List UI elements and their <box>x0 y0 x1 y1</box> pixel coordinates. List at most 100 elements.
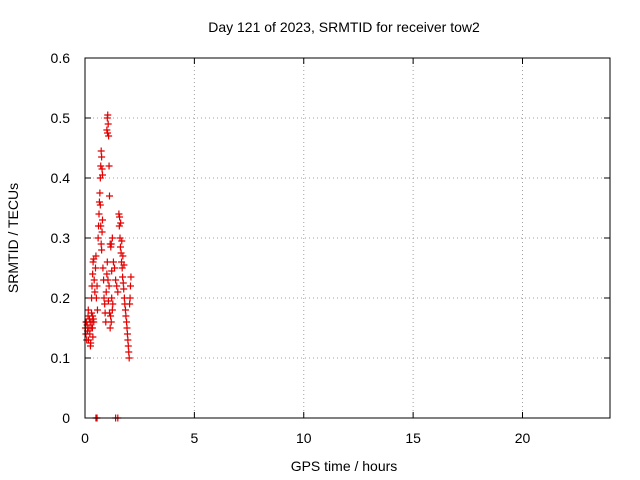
data-point <box>96 201 104 209</box>
data-point <box>112 276 120 284</box>
grid <box>85 58 610 418</box>
data-point <box>108 294 116 302</box>
data-point <box>116 243 124 251</box>
x-tick-label: 15 <box>405 430 421 446</box>
data-point <box>97 222 105 230</box>
data-point <box>107 318 115 326</box>
data-point <box>98 165 106 173</box>
data-point <box>108 234 116 242</box>
data-point <box>109 258 117 266</box>
data-point <box>103 270 111 278</box>
data-point <box>121 306 129 314</box>
y-tick-label: 0.3 <box>51 230 71 246</box>
data-point <box>123 318 131 326</box>
data-point <box>105 282 113 290</box>
data-point <box>113 282 121 290</box>
data-point <box>114 288 122 296</box>
data-point <box>86 342 94 350</box>
x-tick-label: 20 <box>515 430 531 446</box>
data-point <box>119 273 127 281</box>
data-point <box>98 153 106 161</box>
data-point <box>125 354 133 362</box>
data-point <box>111 264 119 272</box>
data-point <box>103 126 111 134</box>
y-tick-label: 0.6 <box>51 50 71 66</box>
y-tick-label: 0 <box>62 410 70 426</box>
data-point <box>97 240 105 248</box>
data-point <box>102 288 110 296</box>
data-point <box>88 309 96 317</box>
data-point <box>104 111 112 119</box>
data-point <box>93 306 101 314</box>
data-point <box>105 132 113 140</box>
y-axis-label: SRMTID / TECUs <box>5 183 21 293</box>
data-point <box>104 120 112 128</box>
y-tick-label: 0.2 <box>51 290 71 306</box>
data-point <box>118 237 126 245</box>
data-point <box>104 297 112 305</box>
data-point <box>123 324 131 332</box>
data-point <box>95 210 103 218</box>
data-point <box>99 264 107 272</box>
data-point <box>123 330 131 338</box>
y-tick-label: 0.1 <box>51 350 71 366</box>
x-tick-label: 10 <box>296 430 312 446</box>
data-point <box>89 258 97 266</box>
data-point <box>89 333 97 341</box>
data-point <box>104 129 112 137</box>
data-point <box>125 348 133 356</box>
data-point <box>96 189 104 197</box>
chart-title: Day 121 of 2023, SRMTID for receiver tow… <box>208 19 480 35</box>
data-point <box>106 192 113 200</box>
y-tick-label: 0.4 <box>51 170 71 186</box>
data-point <box>90 276 98 284</box>
data-point <box>104 276 112 284</box>
data-point <box>105 162 113 170</box>
plot-frame <box>84 57 611 419</box>
data-point <box>126 300 134 308</box>
data-point <box>88 324 96 332</box>
data-point <box>108 306 116 314</box>
data-point <box>99 171 106 179</box>
data-point <box>106 324 114 332</box>
data-point <box>94 234 102 242</box>
data-point <box>89 312 97 320</box>
data-point <box>119 279 127 287</box>
data-point <box>120 261 128 269</box>
data-point <box>127 273 135 281</box>
data-point <box>97 147 105 155</box>
y-tick-label: 0.5 <box>51 110 71 126</box>
x-axis-label: GPS time / hours <box>291 458 398 474</box>
axis-ticks: 0 0.1 0.2 0.3 0.4 0.5 0.6 0 5 10 15 20 <box>51 50 610 446</box>
data-point <box>116 213 124 221</box>
data-point <box>93 282 101 290</box>
data-point <box>124 342 132 350</box>
data-point <box>107 312 115 320</box>
data-point <box>103 258 111 266</box>
data-point <box>119 252 127 260</box>
data-point <box>99 216 106 224</box>
data-point <box>126 294 134 302</box>
data-point <box>89 270 97 278</box>
data-point <box>109 300 117 308</box>
data-point <box>95 198 103 206</box>
data-point <box>90 318 98 326</box>
data-point <box>117 219 125 227</box>
data-point <box>92 264 99 272</box>
data-point <box>91 288 99 296</box>
data-point <box>92 294 100 302</box>
data-point <box>98 246 106 254</box>
data-point <box>84 306 92 314</box>
data-point <box>107 240 115 248</box>
data-point <box>124 336 132 344</box>
data-point <box>92 252 100 260</box>
data-point <box>98 228 106 236</box>
data-point <box>86 330 94 338</box>
x-tick-label: 0 <box>81 430 89 446</box>
data-point <box>115 222 123 230</box>
data-points <box>81 111 135 422</box>
data-point <box>82 318 90 326</box>
data-point <box>97 162 105 170</box>
data-point <box>120 285 128 293</box>
